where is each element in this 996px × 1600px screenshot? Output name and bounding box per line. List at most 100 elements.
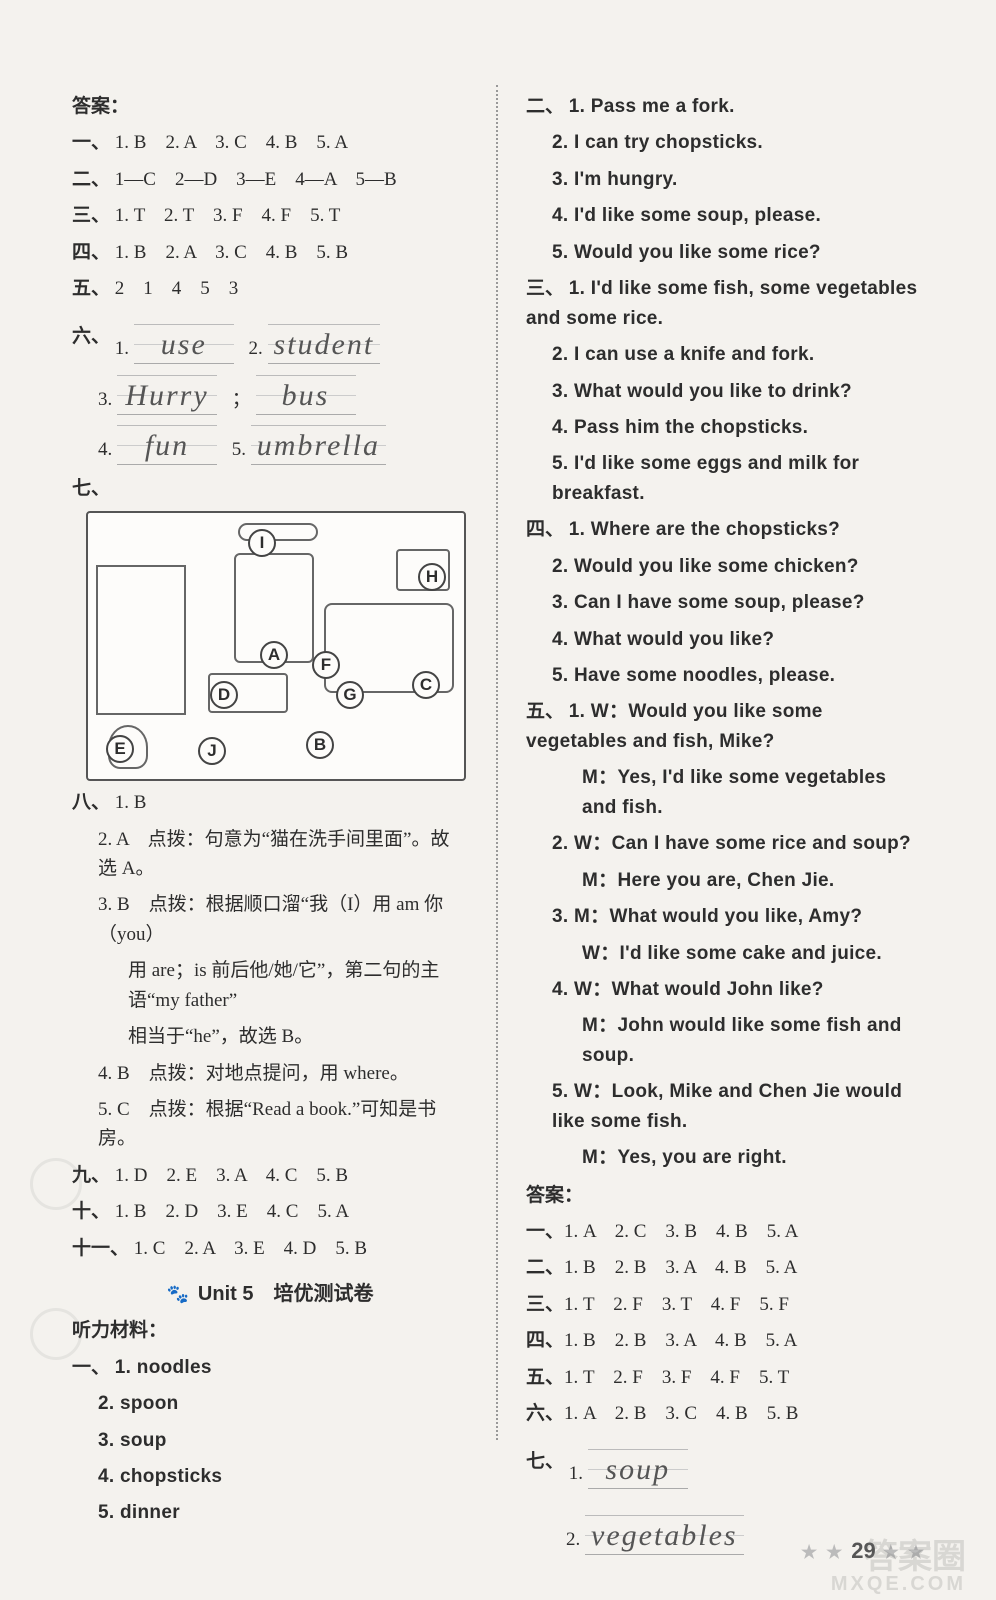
cursive-num: 5. [232,439,246,460]
cursive-word: student [268,324,381,364]
listen-1-prefix: 一、 [72,1357,110,1378]
ra-7-prefix: 七、 [526,1451,564,1472]
tag-h: H [418,563,446,591]
sec-5: 五、 2 1 4 5 3 [72,274,468,303]
cursive-row: 4. fun 5. umbrella [98,423,468,467]
sec-10: 十、 1. B 2. D 3. E 4. C 5. A [72,1197,468,1226]
cursive-text: Hurry [125,379,208,412]
ra-1-prefix: 一、 [526,1221,564,1242]
ra-5: 五、1. T 2. F 3. F 4. F 5. T [526,1363,924,1392]
ra-6-prefix: 六、 [526,1403,564,1424]
r-sec5-prefix: 五、 [526,701,564,722]
d4-w-text: What would John like? [612,979,824,1000]
cursive-item: 1. soup [569,1449,688,1489]
r-sec4-i3: 3. Can I have some soup, please? [526,588,924,617]
tv-sketch [96,565,186,715]
sec-4: 四、 1. B 2. A 3. C 4. B 5. B [72,238,468,267]
paw-icon: 🐾 [167,1284,198,1304]
cursive-word: use [134,324,234,364]
r-d3w: W：I'd like some cake and juice. [526,939,924,968]
cursive-item: 4. fun [98,425,217,465]
d1-m-text: Yes, I'd like some vegetables and fish. [582,767,886,817]
tag-d: D [210,681,238,709]
cursive-text: umbrella [257,429,380,462]
ra-3-text: 1. T 2. F 3. T 4. F 5. F [564,1294,789,1315]
listen-1-i5: 5. dinner [72,1498,468,1527]
ra-3: 三、1. T 2. F 3. T 4. F 5. F [526,1290,924,1319]
sec-2-text: 1—C 2—D 3—E 4—A 5—B [115,169,397,190]
r-sec4-i4: 4. What would you like? [526,625,924,654]
r-sec3-i1: 1. I'd like some fish, some vegetables a… [526,278,917,328]
cursive-num: ； [232,389,251,410]
cursive-num: 2. [249,338,263,359]
sec-8-i3c: 相当于“he”，故选 B。 [72,1022,468,1051]
r-d5w: 5. W：Look, Mike and Chen Jie would like … [526,1077,924,1136]
tag-i: I [248,529,276,557]
d2-w-text: Can I have some rice and soup? [612,833,911,854]
ra-2-prefix: 二、 [526,1257,564,1278]
sec-11: 十一、 1. C 2. A 3. E 4. D 5. B [72,1234,468,1263]
seal-icon [30,1158,82,1210]
listen-1-i4: 4. chopsticks [72,1462,468,1491]
ra-1-text: 1. A 2. C 3. B 4. B 5. A [564,1221,798,1242]
cursive-word: vegetables [585,1515,744,1555]
ra-4: 四、1. B 2. B 3. A 4. B 5. A [526,1326,924,1355]
sec-2-prefix: 二、 [72,169,110,190]
tag-e: E [106,735,134,763]
sec-4-prefix: 四、 [72,242,110,263]
cursive-text: vegetables [591,1519,738,1552]
sec-8-i4: 4. B 点拨：对地点提问，用 where。 [72,1059,468,1088]
r-sec3-i5: 5. I'd like some eggs and milk for break… [526,449,924,508]
cursive-text: use [161,328,207,361]
tag-c: C [412,671,440,699]
r-d2m: M：Here you are, Chen Jie. [526,866,924,895]
d2-n: 2. [552,833,568,854]
cursive-num: 2. [566,1529,580,1550]
cursive-num: 1. [569,1463,583,1484]
r-sec5: 五、 1. W：Would you like some vegetables a… [526,697,924,756]
sec-8-prefix: 八、 [72,792,110,813]
r-sec2-i3: 3. I'm hungry. [526,165,924,194]
d5-n: 5. [552,1081,568,1102]
sec-8: 八、 1. B [72,788,468,817]
r-sec4-i2: 2. Would you like some chicken? [526,552,924,581]
sec-1-text: 1. B 2. A 3. C 4. B 5. A [115,132,348,153]
sec-1-prefix: 一、 [72,132,110,153]
r-sec4-i1: 1. Where are the chopsticks? [569,519,840,540]
listen-1-i3: 3. soup [72,1426,468,1455]
sec-3: 三、 1. T 2. T 3. F 4. F 5. T [72,201,468,230]
d3-n: 3. [552,906,568,927]
answers-label: 答案： [72,92,468,121]
r-sec3-i4: 4. Pass him the chopsticks. [526,413,924,442]
d5-w-text: Look, Mike and Chen Jie would like some … [552,1081,902,1131]
r-sec4-prefix: 四、 [526,519,564,540]
ra-6-text: 1. A 2. B 3. C 4. B 5. B [564,1403,798,1424]
unit-5-title: 🐾 Unit 5 培优测试卷 [72,1277,468,1306]
ra-4-text: 1. B 2. B 3. A 4. B 5. A [564,1330,797,1351]
ra-2: 二、1. B 2. B 3. A 4. B 5. A [526,1253,924,1282]
sec-8-i2: 2. A 点拨：句意为“猫在洗手间里面”。故选 A。 [72,825,468,884]
cursive-item: 5. umbrella [232,425,386,465]
sec-8-i3b: 用 are；is 前后他/她/它”，第二句的主语“my father” [72,956,468,1015]
tag-b: B [306,731,334,759]
ra-3-prefix: 三、 [526,1294,564,1315]
watermark-line-1: 答案圈 [831,1540,966,1574]
r-d4m: M：John would like some fish and soup. [526,1011,924,1070]
r-sec3-i2: 2. I can use a knife and fork. [526,340,924,369]
r-sec4: 四、 1. Where are the chopsticks? [526,515,924,544]
d1-n: 1. [569,701,585,722]
listen-1: 一、 1. noodles [72,1353,468,1382]
sec-9: 九、 1. D 2. E 3. A 4. C 5. B [72,1161,468,1190]
r-sec3-prefix: 三、 [526,278,564,299]
r-d1m: M：Yes, I'd like some vegetables and fish… [526,763,924,822]
r-sec3-i3: 3. What would you like to drink? [526,377,924,406]
r-d2w: 2. W：Can I have some rice and soup? [526,829,924,858]
ra-2-text: 1. B 2. B 3. A 4. B 5. A [564,1257,797,1278]
r-sec2-i2: 2. I can try chopsticks. [526,128,924,157]
r-d3m: 3. M：What would you like, Amy? [526,902,924,931]
sec-5-prefix: 五、 [72,278,110,299]
cursive-text: fun [145,429,189,462]
cursive-word: umbrella [251,425,386,465]
tag-a: A [260,641,288,669]
cursive-word: Hurry [117,375,217,415]
